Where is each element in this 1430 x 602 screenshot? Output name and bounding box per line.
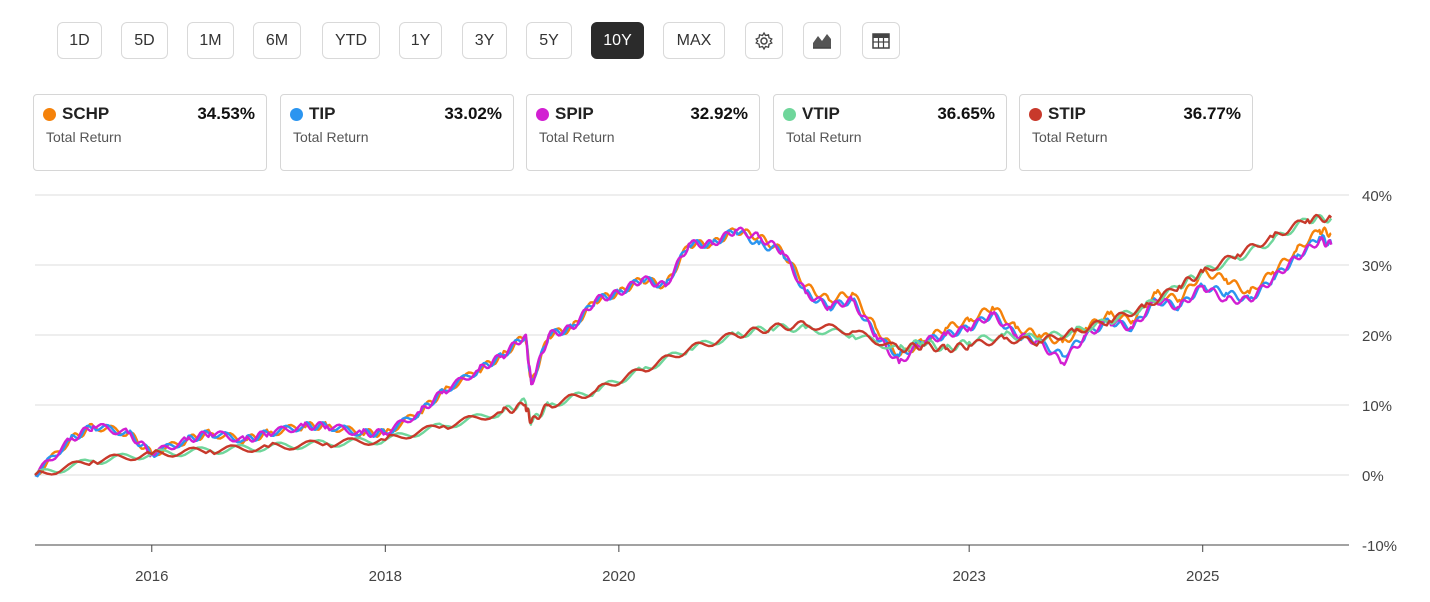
card-total-return-value: 32.92% bbox=[690, 104, 748, 123]
card-total-return-value: 34.53% bbox=[197, 104, 255, 123]
range-button-6m[interactable]: 6M bbox=[253, 22, 301, 59]
range-button-1y[interactable]: 1Y bbox=[399, 22, 442, 59]
range-button-10y[interactable]: 10Y bbox=[591, 22, 644, 59]
chart-type-icon bbox=[811, 31, 833, 51]
series-color-dot bbox=[536, 108, 549, 121]
range-button-max[interactable]: MAX bbox=[663, 22, 725, 59]
y-tick-label: 30% bbox=[1362, 258, 1392, 275]
x-tick-label: 2023 bbox=[952, 568, 985, 585]
range-button-1m[interactable]: 1M bbox=[187, 22, 234, 59]
gear-icon bbox=[754, 31, 774, 51]
y-tick-label: 20% bbox=[1362, 328, 1392, 345]
series-line-stip bbox=[34, 213, 1333, 476]
series-line-spip bbox=[34, 226, 1333, 476]
range-button-ytd[interactable]: YTD bbox=[322, 22, 380, 59]
chart-type-button[interactable] bbox=[803, 22, 841, 59]
card-ticker: SCHP bbox=[62, 104, 110, 123]
x-tick-label: 2025 bbox=[1186, 568, 1219, 585]
series-color-dot bbox=[1029, 108, 1042, 121]
y-tick-label: 40% bbox=[1362, 188, 1392, 205]
range-button-1d[interactable]: 1D bbox=[57, 22, 102, 59]
series-line-vtip bbox=[34, 213, 1333, 476]
table-button[interactable] bbox=[862, 22, 900, 59]
y-tick-label: 10% bbox=[1362, 398, 1392, 415]
card-total-return-value: 36.77% bbox=[1183, 104, 1241, 123]
y-tick-label: -10% bbox=[1362, 538, 1397, 555]
range-button-3y[interactable]: 3Y bbox=[462, 22, 507, 59]
card-label: Total Return bbox=[293, 129, 369, 145]
card-ticker: VTIP bbox=[802, 104, 840, 123]
card-label: Total Return bbox=[1032, 129, 1108, 145]
card-ticker: TIP bbox=[309, 104, 336, 123]
y-tick-label: 0% bbox=[1362, 468, 1384, 485]
gear-button[interactable] bbox=[745, 22, 783, 59]
range-button-5d[interactable]: 5D bbox=[121, 22, 168, 59]
x-tick-label: 2020 bbox=[602, 568, 635, 585]
card-label: Total Return bbox=[786, 129, 862, 145]
range-button-5y[interactable]: 5Y bbox=[526, 22, 572, 59]
series-color-dot bbox=[43, 108, 56, 121]
table-icon bbox=[871, 32, 891, 50]
card-label: Total Return bbox=[539, 129, 615, 145]
legend-card-schp[interactable]: SCHP 34.53% Total Return bbox=[33, 94, 267, 171]
legend-card-stip[interactable]: STIP 36.77% Total Return bbox=[1019, 94, 1253, 171]
card-total-return-value: 36.65% bbox=[937, 104, 995, 123]
card-ticker: STIP bbox=[1048, 104, 1086, 123]
card-total-return-value: 33.02% bbox=[444, 104, 502, 123]
legend-card-tip[interactable]: TIP 33.02% Total Return bbox=[280, 94, 514, 171]
x-tick-label: 2018 bbox=[369, 568, 402, 585]
card-label: Total Return bbox=[46, 129, 122, 145]
legend-card-vtip[interactable]: VTIP 36.65% Total Return bbox=[773, 94, 1007, 171]
series-color-dot bbox=[290, 108, 303, 121]
line-chart: 40% 30% 20% 10% 0% -10% 2016 2018 2020 2023 2025 bbox=[34, 188, 1397, 585]
x-tick-label: 2016 bbox=[135, 568, 168, 585]
legend-card-spip[interactable]: SPIP 32.92% Total Return bbox=[526, 94, 760, 171]
card-ticker: SPIP bbox=[555, 104, 594, 123]
series-color-dot bbox=[783, 108, 796, 121]
